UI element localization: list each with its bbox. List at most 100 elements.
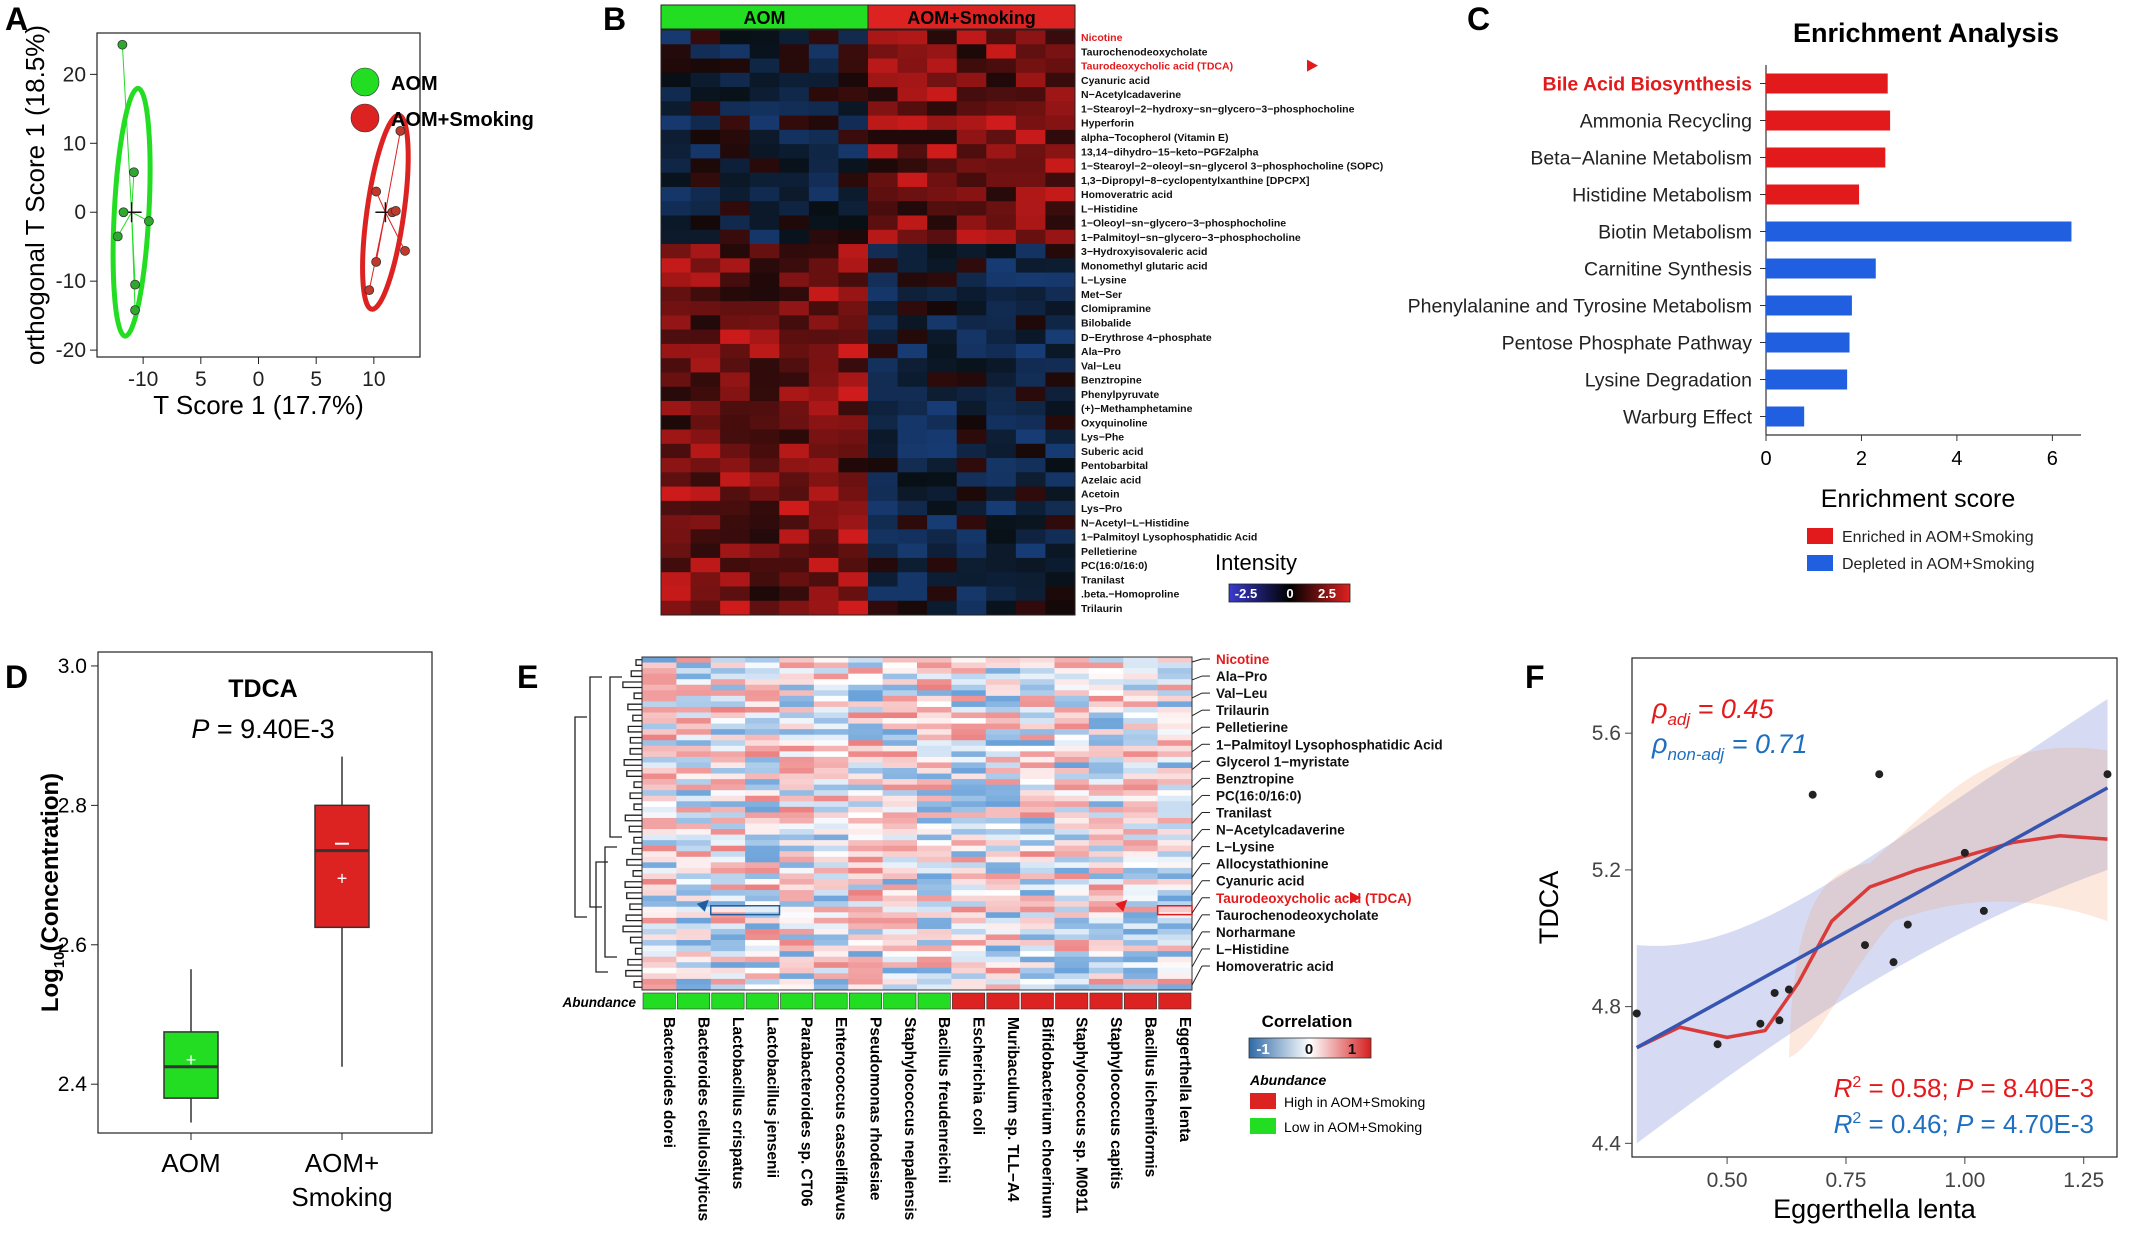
heatmap-cell	[710, 701, 746, 708]
heatmap-cell	[642, 951, 677, 957]
dendrogram-branch	[626, 770, 642, 777]
spoke-line	[368, 212, 386, 291]
row-label: Cyanuric acid	[1081, 75, 1150, 87]
heatmap-cell	[745, 962, 780, 969]
heatmap-cell	[690, 72, 721, 88]
p-value-annotation: P = 9.40E-3	[191, 714, 334, 744]
row-label: Cyanuric acid	[1216, 874, 1305, 889]
heatmap-cell	[720, 315, 751, 331]
heatmap-cell	[956, 58, 987, 74]
heatmap-cell	[951, 790, 987, 797]
heatmap-cell	[779, 845, 815, 852]
heatmap-cell	[745, 806, 780, 813]
abundance-cell	[848, 992, 882, 1010]
heatmap-cell	[882, 845, 918, 852]
heatmap-cell	[848, 679, 883, 686]
heatmap-cell	[710, 762, 746, 769]
heatmap-cell	[1020, 906, 1055, 913]
x-tick-label: 1.25	[2063, 1169, 2104, 1192]
row-label: Val−Leu	[1081, 360, 1121, 372]
heatmap-cell	[745, 712, 780, 719]
heatmap-cell	[838, 529, 869, 545]
heatmap-cell	[985, 817, 1021, 824]
heatmap-cell	[642, 790, 677, 797]
heatmap-cell	[1045, 572, 1076, 587]
x-axis-label: Enrichment score	[1821, 485, 2016, 513]
heatmap-cell	[868, 72, 899, 88]
heatmap-cell	[951, 817, 987, 824]
heatmap-cell	[1054, 812, 1090, 819]
r-symbol: R	[1834, 1109, 1853, 1139]
heatmap-cell	[1015, 272, 1046, 288]
heatmap-cell	[1157, 879, 1193, 885]
abundance-strip-label: Abundance	[561, 995, 636, 1010]
heatmap-cell	[868, 158, 899, 174]
abundance-cell	[883, 992, 917, 1010]
heatmap-cell	[1123, 668, 1158, 674]
heatmap-cell	[927, 443, 958, 459]
heatmap-cell	[956, 115, 987, 131]
heatmap-cell	[951, 712, 987, 719]
heatmap-cell	[882, 806, 918, 813]
heatmap-cell	[808, 229, 839, 245]
category-label: Phenylalanine and Tyrosine Metabolism	[1408, 296, 1752, 318]
heatmap-cell	[1157, 762, 1193, 769]
heatmap-cell	[917, 723, 952, 730]
rho-symbol: ρ	[1651, 729, 1667, 759]
heatmap-cell	[720, 158, 751, 174]
heatmap-cell	[779, 956, 815, 963]
heatmap-cell	[690, 400, 721, 416]
heatmap-cell	[927, 557, 958, 573]
heatmap-cell	[951, 684, 987, 691]
heatmap-cell	[1157, 962, 1193, 969]
heatmap-cell	[808, 101, 839, 117]
row-label: (+)−Methamphetamine	[1081, 403, 1193, 415]
heatmap-cell	[956, 472, 987, 488]
heatmap-cell	[710, 718, 746, 724]
heatmap-cell	[951, 856, 987, 863]
heatmap-cell	[1020, 790, 1055, 797]
heatmap-cell	[661, 286, 692, 302]
rho-subscript: adj	[1667, 710, 1691, 729]
heatmap-cell	[813, 768, 849, 774]
heatmap-cell	[745, 956, 780, 963]
heatmap-cell	[808, 472, 839, 488]
heatmap-cell	[690, 186, 721, 202]
r-superscript: 2	[1852, 1074, 1861, 1091]
heatmap-cell	[676, 762, 712, 769]
heatmap-cell	[985, 740, 1021, 747]
dendrogram-branch	[629, 903, 642, 911]
heatmap-cell	[927, 515, 958, 530]
heatmap-cell	[951, 795, 987, 802]
heatmap-cell	[676, 701, 712, 708]
heatmap-cell	[1157, 840, 1193, 846]
heatmap-cell	[1045, 458, 1076, 473]
heatmap-cell	[917, 928, 952, 935]
heatmap-cell	[661, 557, 692, 573]
heatmap-cell	[745, 723, 780, 730]
heatmap-cell	[882, 867, 918, 874]
dendrogram-branch	[609, 676, 622, 838]
heatmap-cell	[1157, 823, 1193, 830]
heatmap-cell	[1088, 712, 1124, 719]
rho-subscript: non-adj	[1667, 745, 1725, 764]
column-label: Eggerthella lenta	[1176, 1017, 1193, 1142]
heatmap-cell	[882, 695, 918, 702]
heatmap-cell	[986, 258, 1017, 274]
heatmap-cell	[956, 72, 987, 88]
heatmap-cell	[690, 486, 721, 502]
legend-label: High in AOM+Smoking	[1284, 1094, 1425, 1110]
heatmap-cell	[661, 458, 692, 473]
heatmap-cell	[779, 668, 815, 674]
row-label: Taurochenodeoxycholate	[1216, 908, 1379, 923]
heatmap-cell	[1015, 586, 1046, 602]
heatmap-cell	[1123, 845, 1158, 852]
heatmap-cell	[779, 301, 810, 316]
heatmap-cell	[813, 679, 849, 686]
dendrogram-branch	[626, 892, 642, 900]
legend-swatch	[1250, 1093, 1276, 1109]
heatmap-cell	[808, 87, 839, 102]
heatmap-cell	[720, 215, 751, 231]
heatmap-cell	[1123, 829, 1158, 835]
heatmap-cell	[710, 823, 746, 830]
